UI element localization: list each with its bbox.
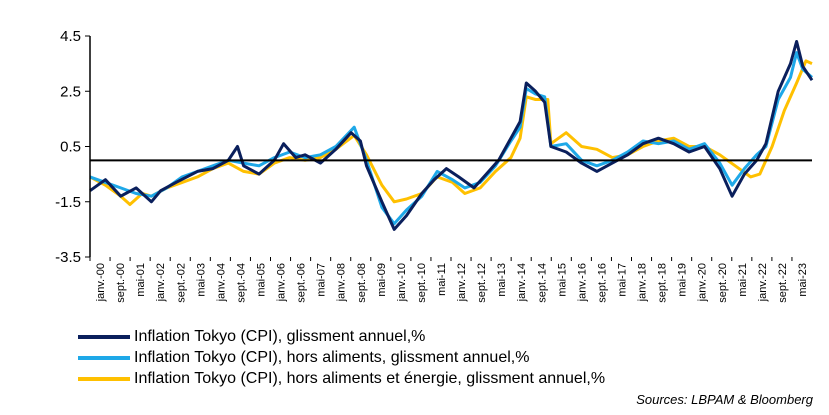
series-layer (89, 40, 814, 231)
x-tick-label: janv.-00 (95, 263, 107, 302)
x-tick-label: mai-05 (255, 263, 267, 297)
y-axis-ticks: -3.5 -1.5 0.5 2.5 4.5 (55, 28, 90, 266)
x-tick-label: mai-09 (376, 263, 388, 297)
legend: Inflation Tokyo (CPI), glissment annuel,… (78, 326, 605, 389)
x-tick-label: sept.-06 (296, 263, 308, 303)
legend-item-cpi-ex-food: Inflation Tokyo (CPI), hors aliments, gl… (78, 347, 605, 368)
y-tick-label: 0.5 (60, 139, 81, 156)
x-tick-label: sept.-16 (596, 263, 608, 303)
x-tick-label: mai-21 (737, 263, 749, 297)
legend-item-cpi-core: Inflation Tokyo (CPI), hors aliments et … (78, 368, 605, 389)
x-tick-label: sept.-14 (536, 263, 548, 303)
legend-swatch-cpi (78, 334, 130, 339)
x-tick-label: sept.-10 (416, 263, 428, 303)
x-tick-label: sept.-18 (657, 263, 669, 303)
legend-label-cpi-core: Inflation Tokyo (CPI), hors aliments et … (134, 369, 606, 387)
x-tick-label: janv.-18 (637, 263, 649, 302)
x-tick-label: mai-15 (556, 263, 568, 297)
x-tick-label: mai-17 (616, 263, 628, 297)
source-note: Sources: LBPAM & Bloomberg (636, 392, 813, 407)
x-tick-label: janv.-10 (396, 263, 408, 302)
x-tick-label: janv.-02 (155, 263, 167, 302)
x-tick-label: janv.-08 (336, 263, 348, 302)
x-tick-label: mai-11 (436, 263, 448, 296)
x-tick-label: janv.-16 (576, 263, 588, 302)
y-tick-label: -3.5 (55, 249, 81, 266)
x-tick-label: sept.-04 (235, 263, 247, 303)
x-axis-ticks: janv.-00 sept.-00 mai-01 janv.-02 sept.-02 ma… (89, 257, 809, 303)
x-tick-label: sept.-08 (356, 263, 368, 303)
x-tick-label: mai-01 (135, 263, 147, 297)
y-tick-label: 2.5 (60, 83, 81, 100)
x-tick-label: mai-13 (496, 263, 508, 297)
x-tick-label: sept.-12 (476, 263, 488, 303)
x-tick-label: janv.-14 (516, 263, 528, 302)
legend-label-cpi: Inflation Tokyo (CPI), glissment annuel,… (134, 327, 426, 345)
x-tick-label: janv.-12 (456, 263, 468, 302)
x-tick-label: janv.-04 (215, 263, 227, 302)
x-tick-label: mai-03 (195, 263, 207, 297)
x-tick-label: janv.-22 (757, 263, 769, 302)
series-line-0 (89, 40, 814, 231)
x-tick-label: janv.-20 (697, 263, 709, 302)
x-tick-label: mai-19 (677, 263, 689, 297)
legend-swatch-cpi-ex-food (78, 355, 130, 360)
x-tick-label: sept.-02 (175, 263, 187, 303)
x-tick-label: sept.-00 (115, 263, 127, 303)
y-tick-label: -1.5 (55, 194, 81, 211)
x-tick-label: mai-07 (316, 263, 328, 297)
series-line-2 (89, 59, 813, 206)
legend-item-cpi: Inflation Tokyo (CPI), glissment annuel,… (78, 326, 605, 347)
x-tick-label: janv.-06 (276, 263, 288, 302)
series-line-1 (89, 51, 813, 226)
x-tick-label: sept.-20 (717, 263, 729, 303)
x-tick-label: sept.-22 (777, 263, 789, 303)
legend-swatch-cpi-core (78, 376, 130, 381)
y-tick-label: 4.5 (60, 28, 81, 45)
legend-label-cpi-ex-food: Inflation Tokyo (CPI), hors aliments, gl… (134, 348, 530, 366)
x-tick-label: mai-23 (797, 263, 809, 297)
